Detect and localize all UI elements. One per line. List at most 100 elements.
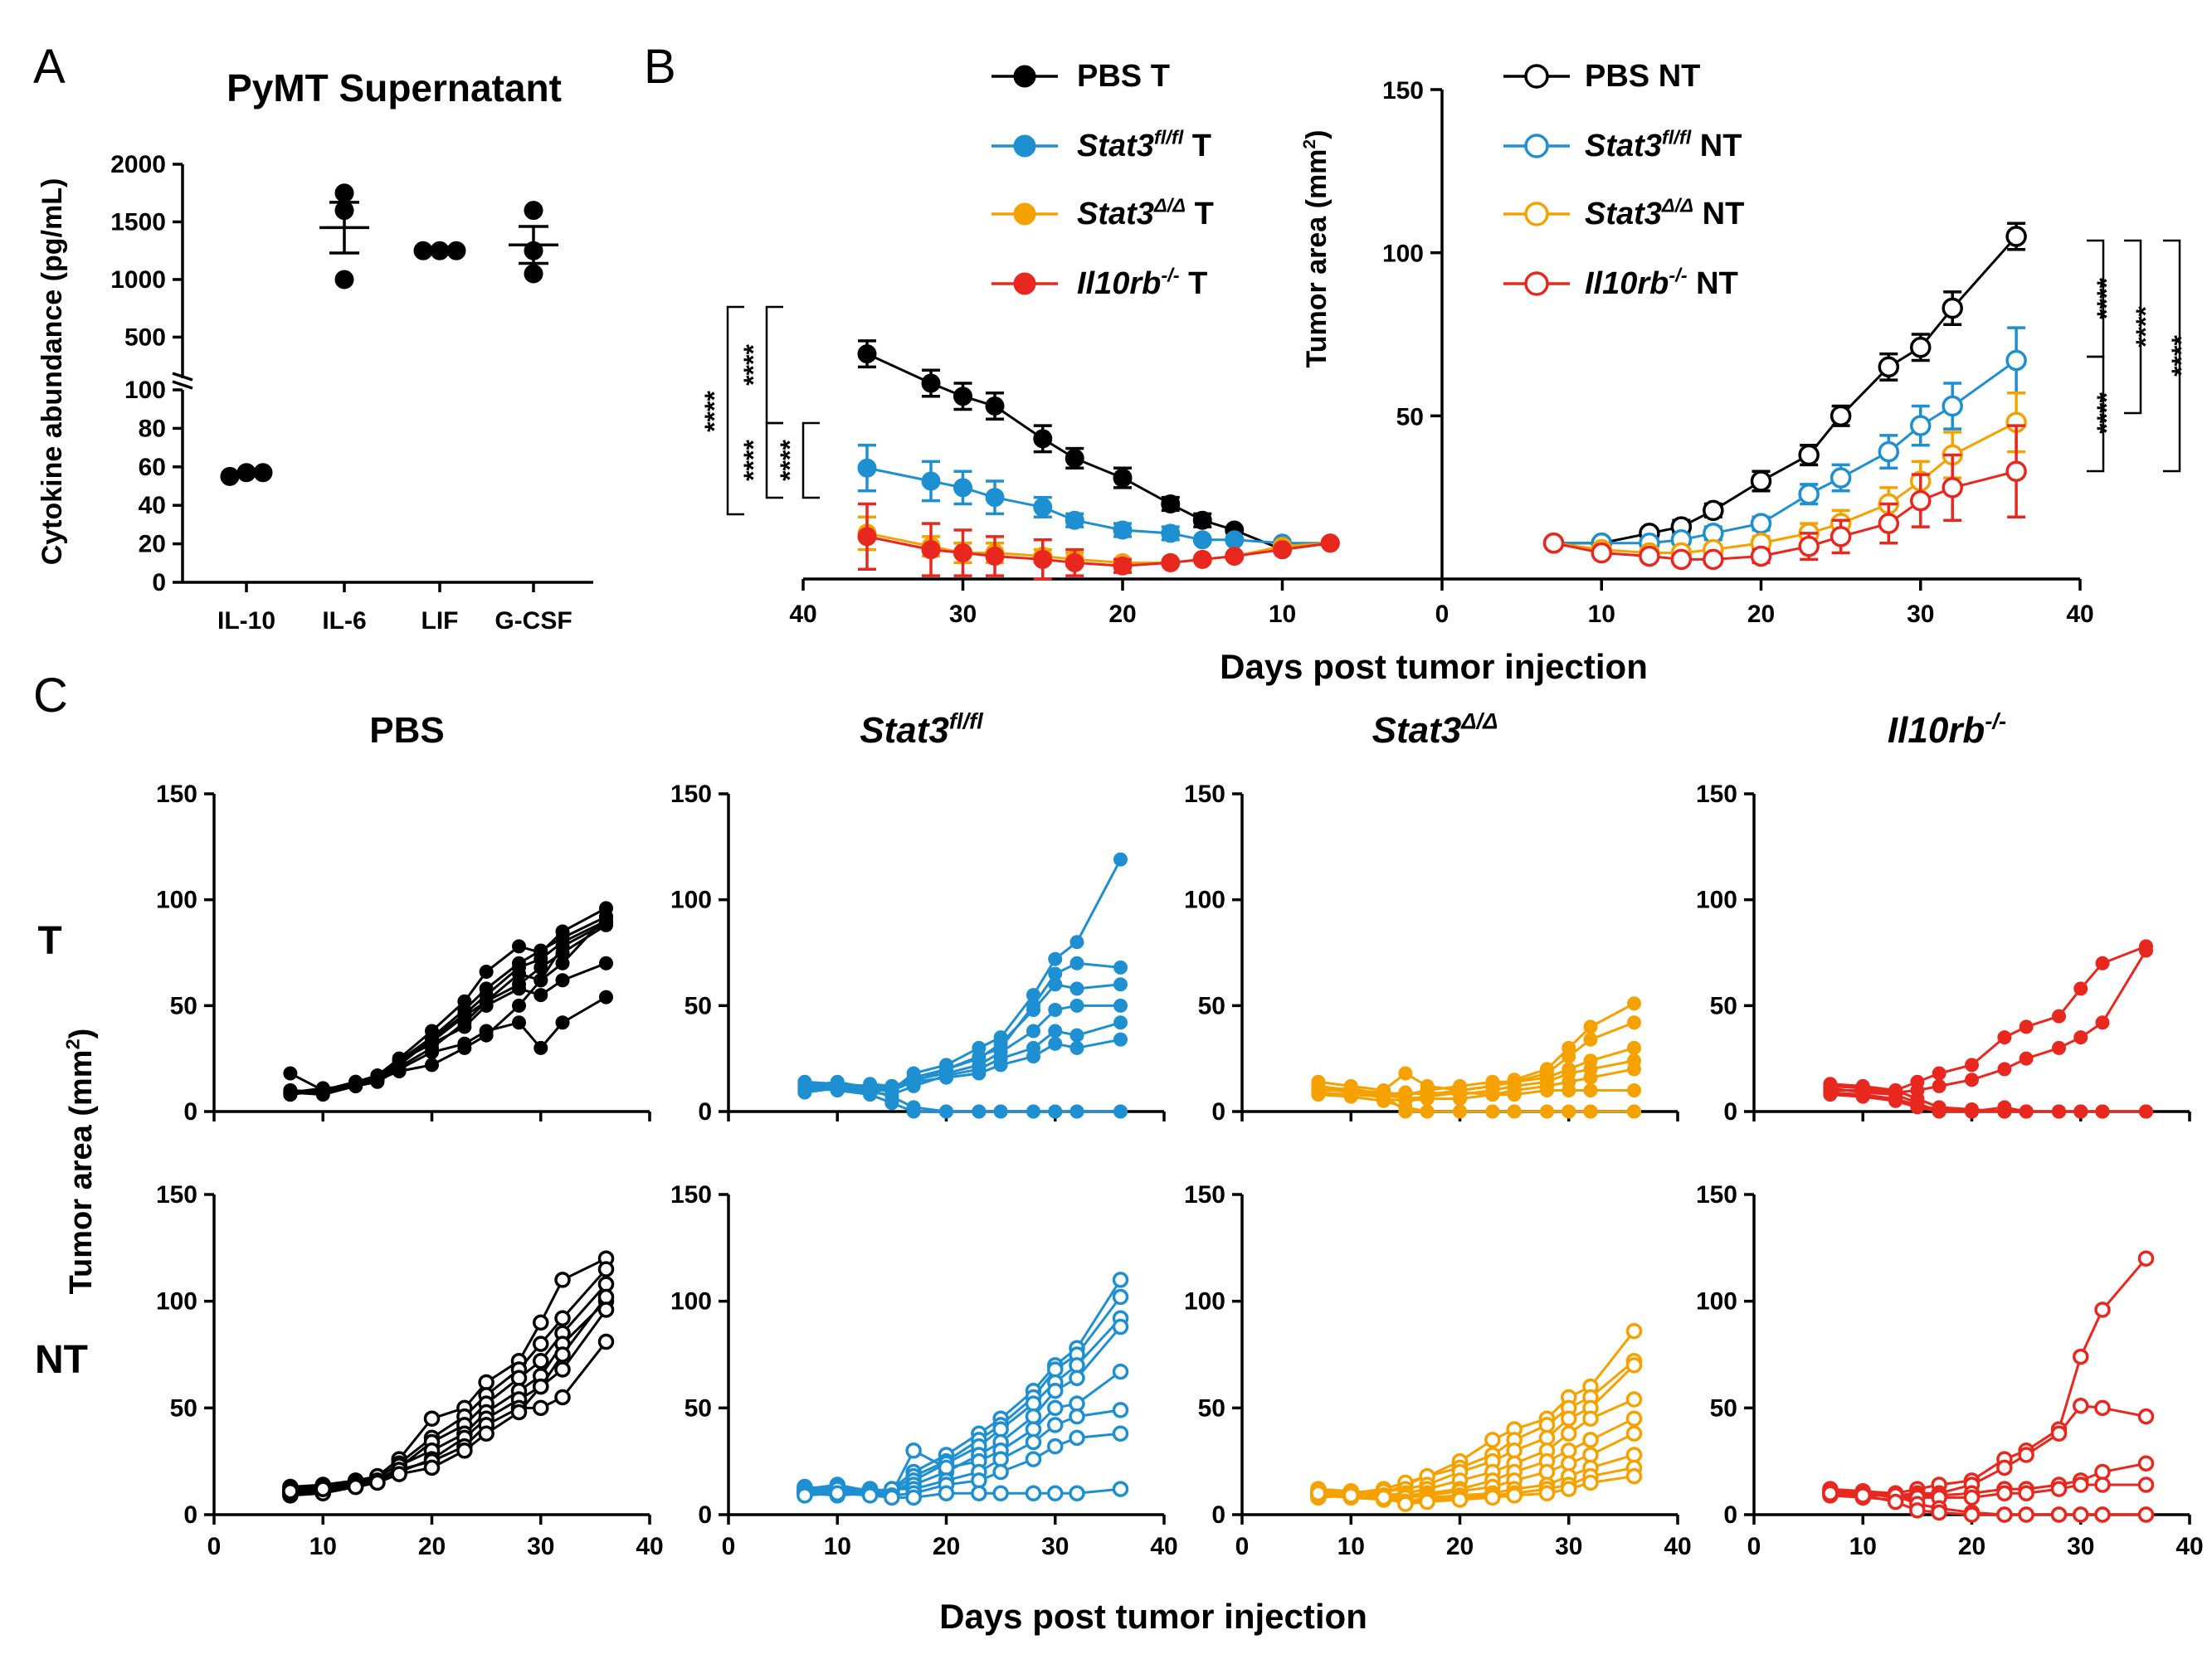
panel-c-ytick-label: 50 xyxy=(1198,1394,1225,1422)
panel-c-point xyxy=(1069,1370,1085,1387)
panel-c-xtick-label: 10 xyxy=(824,1533,851,1560)
panel-b-legend-label-suffix: T xyxy=(1186,197,1214,231)
panel-b-bracket xyxy=(2163,239,2181,473)
panel-c-point xyxy=(597,1288,615,1306)
panel-c-point xyxy=(861,1487,879,1504)
panel-b-legend-label-sup: -/- xyxy=(1161,265,1179,286)
panel-c-series-line xyxy=(1830,1258,2147,1495)
panel-c-title-base: Il10rb xyxy=(1888,710,1985,751)
panel-c-point xyxy=(554,1346,571,1363)
panel-c-point xyxy=(1375,1489,1392,1506)
panel-a-point xyxy=(524,264,543,284)
panel-b-stars: **** xyxy=(2092,392,2122,434)
panel-c-point xyxy=(597,1261,615,1277)
panel-a-point xyxy=(524,201,543,221)
panel-c-point xyxy=(555,1015,570,1030)
panel-b-legend-label-base: Il10rb xyxy=(1585,266,1669,301)
panel-c-point xyxy=(1932,1104,1946,1119)
panel-b-legend-label-base: Stat3 xyxy=(1585,197,1662,231)
panel-c-point xyxy=(1047,1361,1064,1378)
panel-b-legend-marker xyxy=(1524,202,1549,226)
panel-b-bracket xyxy=(2087,355,2105,473)
panel-c-point xyxy=(1538,1485,1556,1502)
panel-c-series xyxy=(797,852,1128,1097)
panel-c-point xyxy=(1997,1100,2012,1115)
panel-c-point xyxy=(2019,1104,2034,1119)
panel-b-legend-label-base: PBS xyxy=(1585,59,1649,94)
panel-a-point xyxy=(430,241,450,260)
panel-c-point xyxy=(1311,1078,1326,1093)
panel-c-point xyxy=(534,988,548,1003)
panel-c-point xyxy=(1419,1493,1435,1511)
panel-c-point xyxy=(1506,1443,1523,1459)
panel-a-ytick-label: 2000 xyxy=(110,151,166,178)
panel-c-point xyxy=(533,1399,549,1417)
panel-c-series-line xyxy=(290,995,607,1097)
panel-b-nt-point xyxy=(1703,499,1724,522)
panel-b-legend-label-sup: -/- xyxy=(1669,265,1687,286)
panel-c-ytick-label: 50 xyxy=(1710,1394,1737,1422)
panel-c-point xyxy=(1561,1481,1577,1497)
panel-c-point xyxy=(478,1425,495,1442)
panel-b-t-point xyxy=(1161,552,1181,572)
panel-b-nt-point xyxy=(1910,415,1932,436)
panel-c-point xyxy=(348,1078,363,1093)
panel-c-point xyxy=(510,1370,528,1387)
panel-c-point xyxy=(1562,1082,1576,1097)
panel-c-point xyxy=(1888,1093,1903,1108)
panel-c-point xyxy=(1025,1408,1042,1425)
panel-a-point xyxy=(334,201,354,221)
panel-b-legend-marker xyxy=(1013,65,1036,88)
panel-b-bracket xyxy=(765,421,783,499)
panel-c-y-label: Tumor area (mm2) xyxy=(62,1029,99,1295)
panel-c-point xyxy=(884,1089,899,1104)
panel-b-y-label-main: Tumor area (mm xyxy=(1301,149,1333,368)
panel-c-point xyxy=(423,1459,441,1477)
panel-c-point xyxy=(2050,1481,2068,1497)
panel-c-point xyxy=(1887,1493,1904,1511)
panel-a-point xyxy=(220,466,240,486)
panel-b-nt-point xyxy=(1750,470,1772,492)
panel-c-xtick-label: 40 xyxy=(1664,1533,1691,1560)
panel-c-point xyxy=(1997,1030,2012,1045)
panel-c-point xyxy=(283,1066,298,1081)
panel-b-legend-label-base: Stat3 xyxy=(1077,197,1154,231)
panel-b-t-point xyxy=(857,527,877,547)
panel-c-point xyxy=(2094,1463,2111,1481)
panel-c-point xyxy=(1625,1447,1643,1463)
panel-c-point xyxy=(1069,1395,1085,1412)
panel-b-stars: **** xyxy=(2131,306,2161,348)
panel-c-ytick-label: 100 xyxy=(156,887,197,914)
panel-c-point xyxy=(1112,1402,1129,1418)
panel-b-legend-label: Stat3Δ/Δ NT xyxy=(1585,195,1744,231)
panel-c-xtick-label: 20 xyxy=(1446,1533,1474,1560)
panel-c-series-line xyxy=(804,1279,1122,1493)
panel-c-point xyxy=(554,1361,571,1378)
panel-b-nt-point xyxy=(1639,545,1660,567)
panel-b-t-point xyxy=(985,397,1005,416)
panel-c-point xyxy=(1627,1015,1641,1030)
panel-b-ytick-label: 100 xyxy=(1382,241,1424,268)
panel-c-series xyxy=(283,909,613,1102)
panel-a-point xyxy=(334,270,354,289)
panel-c-point xyxy=(992,1421,1009,1438)
panel-c-point xyxy=(1582,1410,1599,1427)
panel-c-point xyxy=(797,1487,813,1504)
panel-c-point xyxy=(1113,1032,1128,1047)
panel-b-stars: **** xyxy=(699,391,729,432)
panel-c-point xyxy=(369,1474,386,1491)
panel-c-point xyxy=(2094,1477,2111,1493)
panel-c-point xyxy=(1113,998,1128,1013)
panel-c-point xyxy=(1398,1066,1413,1081)
panel-c-point xyxy=(2050,1425,2068,1442)
panel-b-t-point xyxy=(1065,510,1084,530)
panel-c-series xyxy=(797,1481,1129,1506)
panel-c-point xyxy=(1996,1459,2013,1477)
panel-c-xtick-label: 40 xyxy=(2175,1533,2203,1560)
panel-c-point xyxy=(1540,1082,1554,1097)
panel-b-legend-marker xyxy=(1524,134,1549,158)
panel-c-ytick-label: 0 xyxy=(183,1501,197,1529)
panel-b-legend-label-sup: fl/fl xyxy=(1662,127,1692,148)
panel-c-point xyxy=(478,1374,495,1391)
panel-c-point xyxy=(972,1104,987,1119)
